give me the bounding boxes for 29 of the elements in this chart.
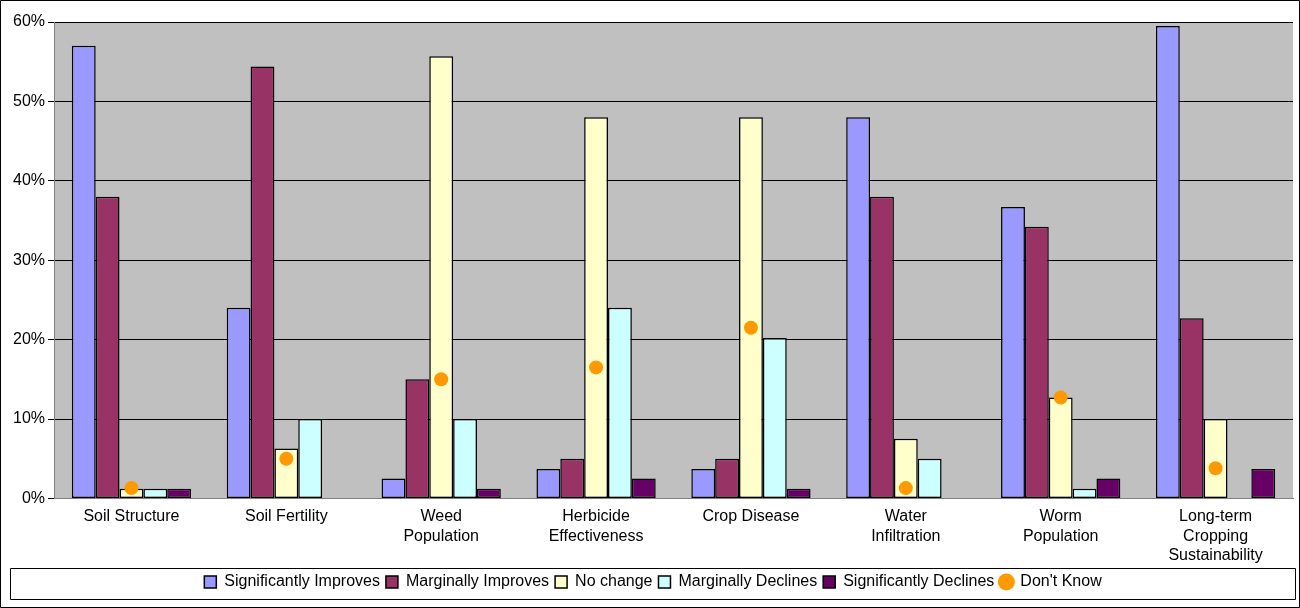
legend-label: Significantly Declines (843, 572, 995, 590)
y-tick-label: 10% (12, 409, 46, 427)
x-tick-label: Herbicide Effectiveness (548, 507, 644, 544)
legend-label: Significantly Improves (224, 572, 380, 590)
y-tick-label: 40% (12, 171, 46, 189)
y-tick-label: 0% (21, 488, 46, 506)
point (434, 372, 449, 387)
y-tick-label: 50% (12, 91, 46, 109)
point (589, 360, 604, 375)
legend-label: Don't Know (1020, 572, 1103, 590)
y-tick-label: 20% (12, 330, 46, 348)
point (743, 320, 758, 335)
point (124, 481, 139, 496)
point (1208, 461, 1223, 476)
x-tick-label: Weed Population (403, 507, 480, 544)
x-tick-label: Long-term Cropping Sustainability (1168, 507, 1263, 563)
y-tick-label: 60% (12, 12, 46, 30)
point (898, 481, 913, 496)
legend-label: Marginally Improves (405, 572, 550, 590)
x-tick-label: Soil Structure (83, 507, 180, 525)
point (279, 451, 294, 466)
x-tick-label: Soil Fertility (244, 507, 328, 525)
x-tick-label: Crop Disease (702, 507, 800, 525)
x-tick-label: Water Infiltration (871, 507, 941, 544)
point (1053, 390, 1068, 405)
legend-label: Marginally Declines (678, 572, 818, 590)
y-tick-label: 30% (12, 250, 46, 268)
legend-label: No change (575, 572, 653, 590)
x-tick-label: Worm Population (1022, 507, 1099, 544)
